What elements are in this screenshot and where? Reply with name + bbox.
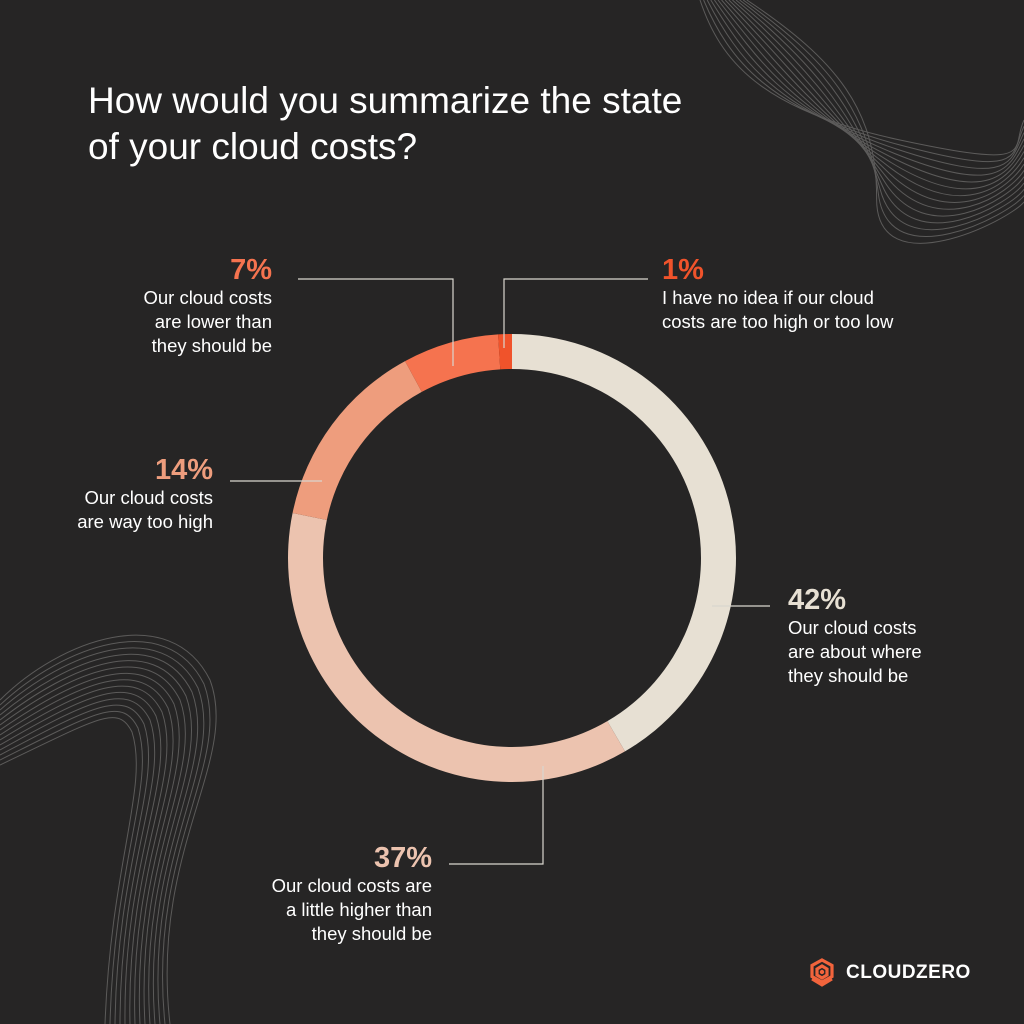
decor-wave-bottom-10: [0, 692, 162, 1024]
decor-wave-bottom-9: [0, 685, 168, 1024]
decor-wave-top-13: [742, 0, 1024, 237]
label-about-where-percent: 42%: [788, 584, 847, 616]
decor-wave-bottom-12: [0, 704, 150, 1024]
donut-slices: [288, 334, 736, 782]
decor-wave-bottom-5: [0, 660, 193, 1024]
decor-wave-bottom-6: [0, 666, 186, 1024]
label-about-where: 42% Our cloud costs are about where they…: [788, 584, 922, 688]
label-no-idea-line-1: I have no idea if our cloud: [662, 287, 874, 308]
decor-wave-bottom-11: [0, 698, 156, 1024]
decor-wave-bottom-7: [0, 672, 180, 1024]
leader-line-little-higher: [449, 766, 544, 865]
decor-wave-bottom-4: [0, 653, 199, 1024]
donut-slice-1: [512, 334, 736, 752]
label-about-where-line-1: Our cloud costs: [788, 617, 917, 638]
decor-wave-top-3: [706, 0, 1024, 169]
label-way-too-high: 14% Our cloud costs are way too high: [77, 454, 213, 534]
decor-wave-bottom-13: [0, 710, 143, 1024]
decor-wave-top-1: [699, 0, 1024, 156]
label-way-too-high-line-2: are way too high: [77, 511, 213, 532]
leader-lines: [230, 278, 770, 865]
cloudzero-logo-icon: [810, 958, 834, 987]
label-way-too-high-line-1: Our cloud costs: [84, 487, 213, 508]
decor-wave-top-14: [746, 0, 1024, 244]
decor-wave-bottom-2: [0, 641, 211, 1024]
decor-wave-bottom-14: [0, 717, 137, 1024]
leader-line-no-idea: [503, 278, 648, 348]
label-lower-line-1: Our cloud costs: [143, 287, 272, 308]
donut-slice-3: [292, 361, 422, 521]
decor-wave-top-7: [721, 0, 1024, 197]
cloudzero-logo: CLOUDZERO: [806, 957, 971, 989]
label-lower-line-3: they should be: [151, 335, 272, 356]
decor-wave-top-5: [713, 0, 1024, 183]
label-no-idea: 1% I have no idea if our cloud costs are…: [662, 254, 893, 334]
decor-wave-bottom-3: [0, 647, 205, 1024]
label-little-higher-percent: 37%: [373, 842, 432, 874]
label-lower-percent: 7%: [230, 254, 272, 286]
logo-text: CLOUDZERO: [846, 962, 971, 983]
label-little-higher: 37% Our cloud costs are a little higher …: [272, 842, 432, 946]
label-little-higher-line-1: Our cloud costs are: [271, 875, 432, 896]
decor-wave-top-12: [739, 0, 1024, 231]
label-way-too-high-percent: 14%: [154, 454, 213, 486]
decor-wave-bottom-1: [0, 634, 217, 1024]
label-no-idea-percent: 1%: [662, 254, 704, 286]
leader-line-lower: [298, 278, 454, 366]
decor-wave-top-4: [710, 0, 1024, 176]
label-little-higher-line-3: they should be: [311, 923, 432, 944]
decor-wave-top-6: [717, 0, 1024, 190]
label-about-where-line-3: they should be: [788, 665, 909, 686]
decor-wave-top-11: [735, 0, 1024, 224]
decor-wave-bottom-8: [0, 679, 174, 1024]
label-lower-line-2: are lower than: [154, 311, 272, 332]
decor-wave-top-10: [732, 0, 1024, 217]
decor-wave-top-2: [703, 0, 1024, 163]
decor-wave-top-9: [728, 0, 1024, 210]
label-little-higher-line-2: a little higher than: [285, 899, 432, 920]
chart-title: How would you summarize the state of you…: [88, 80, 683, 167]
decor-wave-top-8: [724, 0, 1024, 203]
label-about-where-line-2: are about where: [788, 641, 922, 662]
label-lower: 7% Our cloud costs are lower than they s…: [143, 254, 272, 358]
label-no-idea-line-2: costs are too high or too low: [662, 311, 894, 332]
donut-slice-5: [498, 334, 512, 370]
donut-slice-2: [288, 513, 626, 782]
